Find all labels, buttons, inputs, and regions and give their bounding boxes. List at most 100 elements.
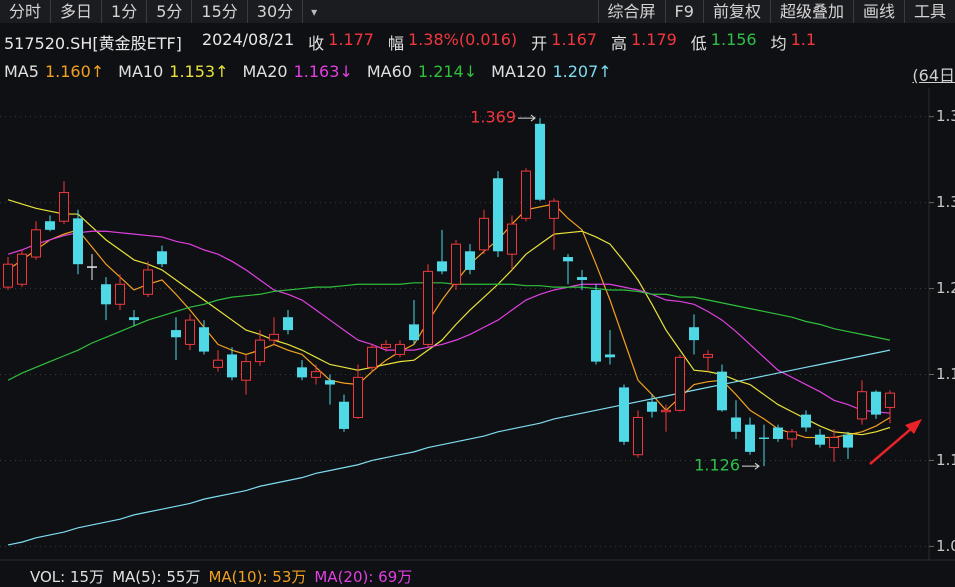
candle-body	[311, 371, 321, 378]
candle-body	[269, 333, 279, 341]
candle-body	[395, 343, 405, 355]
quote-label: 幅	[387, 34, 404, 53]
annotation-arrow	[518, 114, 536, 122]
legend-item: MA20 1.163↓	[242, 62, 352, 81]
candle-body	[339, 401, 349, 429]
ma-lines	[7, 199, 891, 546]
candle-body	[605, 354, 615, 358]
candle-body	[115, 283, 125, 305]
candle-body	[787, 431, 797, 440]
candle-body	[507, 223, 517, 255]
candle-body	[465, 251, 475, 270]
legend-name: MA10	[118, 62, 164, 81]
ma-line	[7, 203, 891, 439]
toolbar-button[interactable]: 30分	[248, 0, 304, 23]
candle-body	[129, 317, 139, 321]
date: 2024/08/21	[201, 30, 295, 49]
period-selector[interactable]: (64日	[912, 66, 955, 85]
toolbar-button[interactable]: 1分	[102, 0, 148, 23]
candle-body	[297, 367, 307, 378]
candle-body	[717, 371, 727, 411]
candle-body	[731, 417, 741, 432]
toolbar-button[interactable]: 综合屏	[597, 0, 665, 23]
quote-value: 1.1	[790, 30, 817, 49]
candle-body	[423, 270, 433, 345]
annotation-arrow	[742, 462, 760, 470]
dropdown-icon[interactable]: ▾	[311, 4, 318, 19]
candle-body	[409, 324, 419, 341]
candle-body	[493, 178, 503, 252]
candle-body	[745, 424, 755, 452]
volume-legend: VOL: 15万 MA(5): 55万 MA(10): 53万 MA(20): 69万	[30, 566, 420, 587]
annotations: 1.369 1.126	[470, 108, 760, 475]
legend-value: 1.207↑	[552, 62, 612, 81]
candle-body	[241, 361, 251, 381]
candle-body	[871, 391, 881, 415]
candle-body	[857, 391, 867, 420]
ma-line	[7, 230, 891, 414]
quote-label: 开	[531, 34, 548, 53]
legend-item: MA60 1.214↓	[367, 62, 477, 81]
volume-legend-item: MA(20): 69万	[314, 568, 413, 586]
legend-name: MA60	[366, 62, 412, 81]
candles	[3, 118, 895, 467]
volume-legend-item: MA(5): 55万	[112, 568, 201, 586]
candle-body	[255, 339, 265, 363]
quote-label: 收	[308, 34, 325, 53]
candle-body	[59, 192, 69, 222]
toolbar-button[interactable]: 超级叠加	[769, 0, 853, 23]
candle-body	[675, 356, 685, 411]
candle-body	[661, 409, 671, 413]
y-tick-label: 1.07	[936, 537, 955, 555]
symbol: 517520.SH[黄金股ETF]	[4, 34, 182, 53]
legend-item: MA5 1.160↑	[4, 62, 104, 81]
quote-info: 517520.SH[黄金股ETF] 2024/08/21 收 1.177 幅 1.38…	[4, 30, 830, 53]
toolbar-button[interactable]: 分时	[0, 0, 52, 23]
y-tick-label: 1.31	[936, 193, 955, 211]
candle-body	[577, 277, 587, 280]
legend-name: MA20	[242, 62, 288, 81]
candle-body	[829, 437, 839, 449]
volume-legend-item: MA(10): 53万	[208, 568, 307, 586]
toolbar-button[interactable]: 画线	[852, 0, 904, 23]
toolbar-button[interactable]: 前复权	[702, 0, 770, 23]
quote-label: 均	[770, 34, 787, 53]
candle-body	[381, 343, 391, 348]
candle-body	[17, 253, 27, 285]
toolbar-button[interactable]: F9	[664, 0, 703, 23]
toolbar-button[interactable]: 5分	[147, 0, 193, 23]
candle-body	[885, 392, 895, 408]
toolbar-button[interactable]: 15分	[192, 0, 248, 23]
ma-line	[7, 282, 891, 381]
ma-legend: MA5 1.160↑ MA10 1.153↑ MA20 1.163↓ MA60 1.214↓ M…	[4, 62, 955, 84]
candle-body	[549, 200, 559, 219]
candle-body	[479, 217, 489, 251]
candle-body	[689, 327, 699, 341]
toolbar-button[interactable]: 多日	[51, 0, 103, 23]
quote-value: 1.38%(0.016)	[408, 30, 518, 49]
candle-body	[591, 289, 601, 362]
toolbar: 分时 多日 1分 5分 15分 30分 ▾ 综合屏 F9 前复权 超级叠加 画线 工具	[0, 0, 955, 23]
candle-body	[437, 261, 447, 272]
arrow-head	[905, 419, 922, 434]
candle-body	[647, 401, 657, 412]
candle-body	[325, 380, 335, 385]
y-tick-label: 1.19	[936, 365, 955, 383]
candle-body	[101, 284, 111, 305]
candle-body	[3, 263, 13, 288]
legend-value: 1.160↑	[44, 62, 105, 81]
candle-body	[31, 229, 41, 258]
annotation-label: 1.369	[470, 108, 516, 127]
grid	[0, 116, 934, 547]
quote-value: 1.167	[551, 30, 597, 49]
quote-value: 1.179	[630, 30, 677, 49]
legend-item: MA10 1.153↑	[118, 62, 228, 81]
legend-value: 1.163↓	[293, 62, 353, 81]
volume-legend-item: VOL: 15万	[30, 568, 105, 586]
toolbar-button[interactable]: 工具	[903, 0, 955, 23]
y-tick-label: 1.25	[936, 279, 955, 297]
candle-body	[73, 218, 83, 265]
y-tick-label: 1.13	[936, 451, 955, 469]
legend-value: 1.153↑	[169, 62, 229, 81]
